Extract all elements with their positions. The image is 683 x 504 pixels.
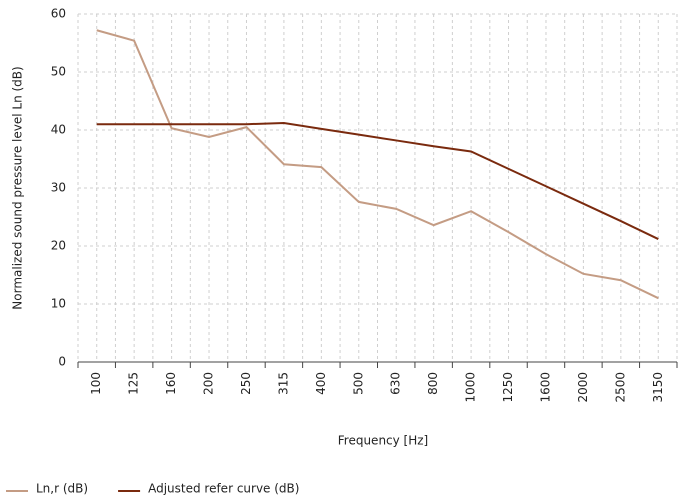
x-tick-label: 2500 (613, 372, 627, 403)
y-tick-label: 60 (51, 7, 66, 21)
series-line (96, 29, 659, 300)
x-tick-label: 1250 (501, 372, 515, 403)
y-tick-label: 10 (51, 297, 66, 311)
x-tick-label: 630 (389, 372, 403, 395)
x-tick-label: 160 (164, 372, 178, 395)
y-tick-label: 30 (51, 181, 66, 195)
x-tick-label: 315 (276, 372, 290, 395)
x-tick-label: 400 (314, 372, 328, 395)
y-tick-label: 0 (58, 355, 66, 369)
x-tick-label: 2000 (576, 372, 590, 403)
y-tick-label: 50 (51, 65, 66, 79)
x-tick-label: 1000 (464, 372, 478, 403)
y-axis-title: Normalized sound pressure level Ln (dB) (11, 66, 25, 309)
x-tick-label: 250 (239, 372, 253, 395)
y-tick-label: 20 (51, 239, 66, 253)
legend-label: Ln,r (dB) (36, 482, 88, 496)
x-tick-label: 100 (89, 372, 103, 395)
x-tick-label: 125 (127, 372, 141, 395)
x-tick-label: 1600 (538, 372, 552, 403)
x-tick-label: 500 (351, 372, 365, 395)
series-line (96, 122, 659, 240)
x-axis-title: Frequency [Hz] (338, 434, 429, 448)
x-tick-label: 200 (202, 372, 216, 395)
y-tick-label: 40 (51, 123, 66, 137)
legend-label: Adjusted refer curve (dB) (148, 482, 299, 496)
x-tick-label: 3150 (651, 372, 665, 403)
x-tick-label: 800 (426, 372, 440, 395)
